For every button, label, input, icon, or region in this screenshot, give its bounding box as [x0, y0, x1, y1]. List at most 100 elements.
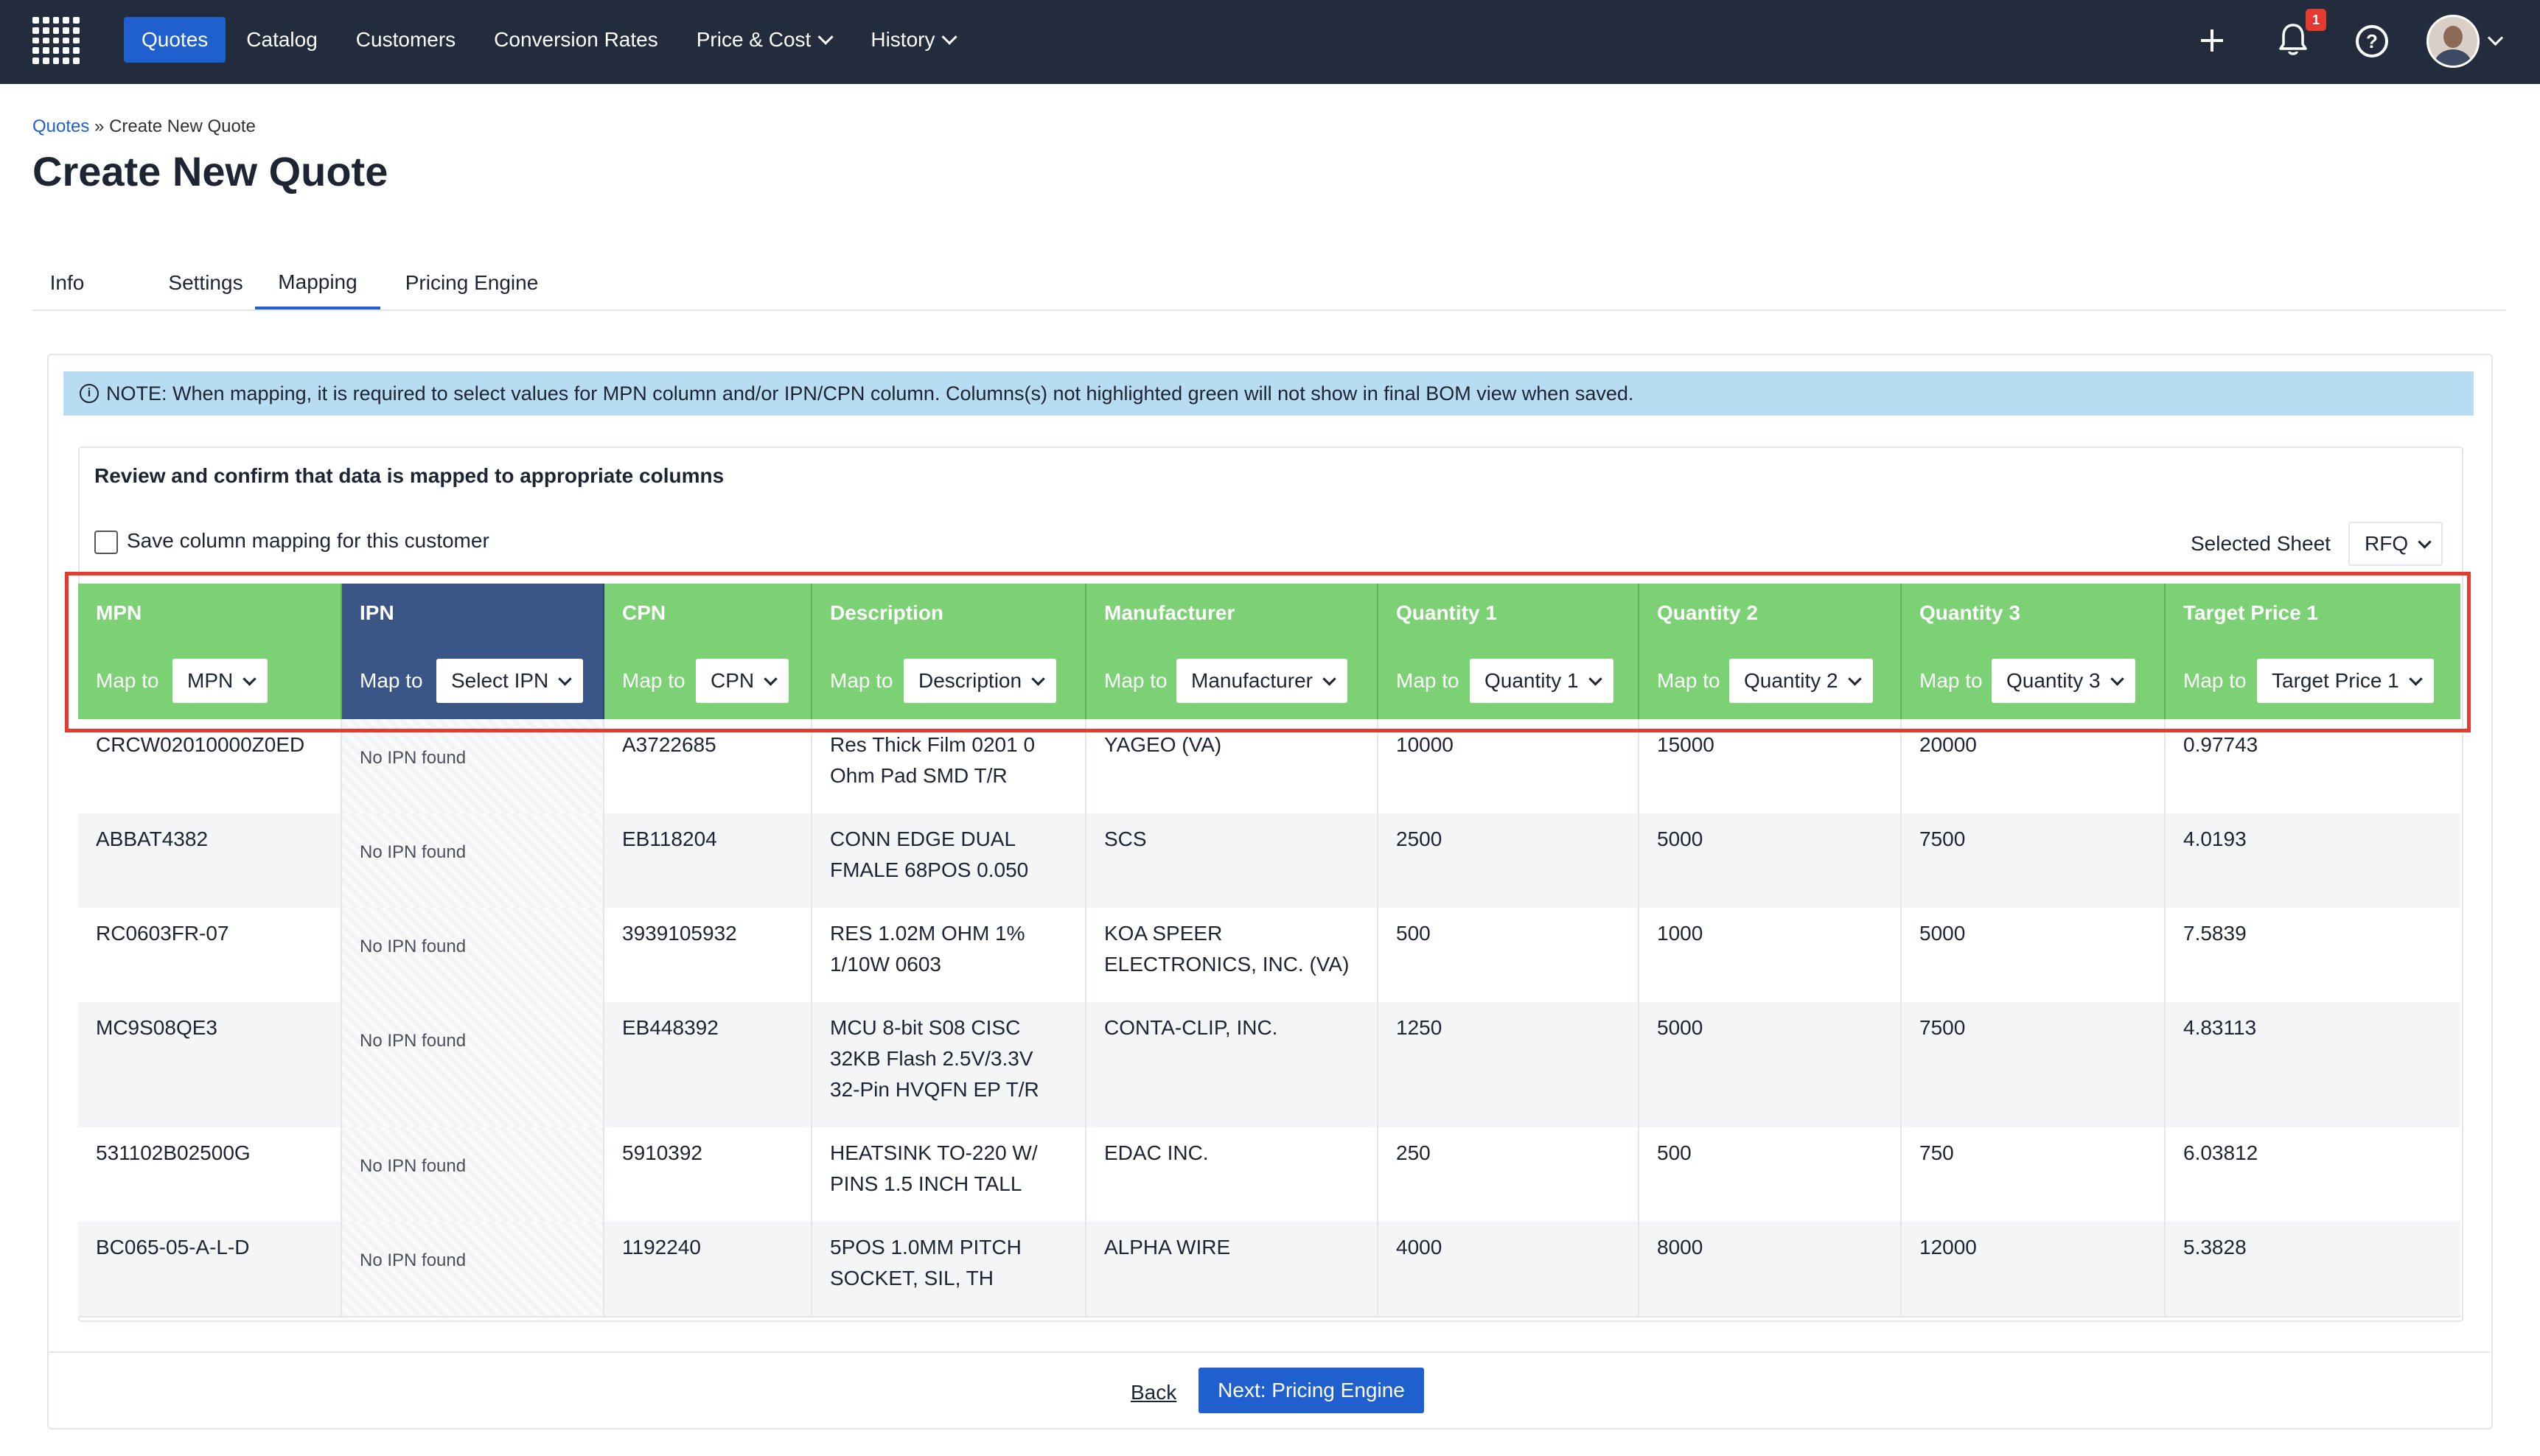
chevron-down-icon: [2418, 534, 2432, 549]
nav-item-catalog[interactable]: Catalog: [228, 17, 335, 63]
nav-item-label: Catalog: [246, 28, 318, 51]
header-row: MPN Map to MPN IPN Map to Select IPN CPN…: [78, 584, 2460, 719]
map-to-select-ipn[interactable]: Select IPN: [436, 659, 584, 703]
plus-icon[interactable]: [2198, 27, 2226, 55]
cell-quantity-3: 5000: [1902, 908, 2166, 1002]
map-to-select-mpn[interactable]: MPN: [172, 659, 268, 703]
nav-item-price-cost[interactable]: Price & Cost: [679, 17, 851, 63]
cell-mpn: CRCW02010000Z0ED: [78, 719, 342, 813]
bell-icon[interactable]: [2278, 22, 2309, 57]
tab-label: Pricing Engine: [405, 271, 539, 294]
nav-item-customers[interactable]: Customers: [338, 17, 473, 63]
tab-info[interactable]: Info: [32, 258, 102, 308]
cell-quantity-3: 7500: [1902, 1002, 2166, 1127]
main-nav: Quotes Catalog Customers Conversion Rate…: [124, 17, 977, 63]
map-to-select-target-price-1[interactable]: Target Price 1: [2257, 659, 2434, 703]
cell-quantity-3: 7500: [1902, 813, 2166, 908]
cell-quantity-3: 750: [1902, 1127, 2166, 1222]
cell-quantity-2: 5000: [1639, 813, 1902, 908]
table-row: MC9S08QE3 No IPN found EB448392 MCU 8-bi…: [78, 1002, 2460, 1129]
breadcrumb-link-quotes[interactable]: Quotes: [32, 116, 90, 136]
nav-item-history[interactable]: History: [853, 17, 974, 63]
back-button[interactable]: Back: [1131, 1381, 1177, 1404]
selected-sheet-label: Selected Sheet: [2191, 532, 2331, 555]
cell-quantity-1: 2500: [1378, 813, 1639, 908]
map-to-label: Map to: [1104, 669, 1168, 692]
help-icon[interactable]: ?: [2356, 25, 2388, 57]
map-to-select-description[interactable]: Description: [904, 659, 1057, 703]
tab-pricing-engine[interactable]: Pricing Engine: [398, 258, 545, 308]
cell-quantity-2: 15000: [1639, 719, 1902, 813]
table-row: 531102B02500G No IPN found 5910392 HEATS…: [78, 1127, 2460, 1223]
map-to-select-cpn[interactable]: CPN: [696, 659, 789, 703]
nav-item-label: History: [870, 28, 935, 51]
map-to-value: Description: [918, 669, 1022, 692]
map-to-select-manufacturer[interactable]: Manufacturer: [1176, 659, 1347, 703]
cell-description: RES 1.02M OHM 1% 1/10W 0603: [812, 908, 1086, 1002]
cell-quantity-3: 20000: [1902, 719, 2166, 813]
nav-item-label: Quotes: [142, 28, 209, 51]
avatar[interactable]: [2426, 15, 2480, 68]
column-header-quantity-3: Quantity 3 Map to Quantity 3: [1902, 584, 2166, 719]
cell-description: Res Thick Film 0201 0 Ohm Pad SMD T/R: [812, 719, 1086, 813]
map-to-value: MPN: [187, 669, 234, 692]
selected-sheet-select[interactable]: RFQ: [2348, 522, 2443, 566]
cell-description: CONN EDGE DUAL FMALE 68POS 0.050: [812, 813, 1086, 908]
column-name: IPN: [360, 601, 394, 624]
nav-item-quotes[interactable]: Quotes: [124, 17, 226, 63]
app-logo-icon[interactable]: [32, 17, 80, 64]
column-header-target-price-1: Target Price 1 Map to Target Price 1: [2166, 584, 2460, 719]
map-to-value: CPN: [711, 669, 755, 692]
cell-target-price-1: 5.3828: [2183, 1236, 2247, 1259]
cell-target-price-1: 4.0193: [2183, 827, 2247, 850]
save-mapping-checkbox[interactable]: [94, 531, 118, 554]
column-name: Quantity 3: [1919, 601, 2020, 624]
chevron-down-icon: [941, 29, 958, 45]
map-to-select-quantity-2[interactable]: Quantity 2: [1729, 659, 1873, 703]
cell-mpn: 531102B02500G: [78, 1127, 342, 1222]
cell-description: HEATSINK TO-220 W/ PINS 1.5 INCH TALL: [812, 1127, 1086, 1222]
next-pricing-engine-button[interactable]: Next: Pricing Engine: [1199, 1368, 1424, 1413]
cell-mpn: ABBAT4382: [78, 813, 342, 908]
cell-target-price-1: 7.5839: [2183, 922, 2247, 945]
cell-target-price-1: 6.03812: [2183, 1141, 2258, 1164]
tab-settings[interactable]: Settings: [152, 258, 259, 308]
cell-manufacturer: SCS: [1086, 813, 1378, 908]
map-to-label: Map to: [360, 669, 423, 692]
cell-ipn: No IPN found: [342, 813, 604, 908]
map-to-value: Manufacturer: [1191, 669, 1313, 692]
cell-quantity-1: 4000: [1378, 1222, 1639, 1316]
map-to-value: Quantity 1: [1484, 669, 1579, 692]
breadcrumb-separator: »: [89, 116, 110, 136]
breadcrumb: Quotes » Create New Quote: [32, 116, 256, 137]
nav-item-label: Conversion Rates: [494, 28, 658, 51]
selected-sheet-value: RFQ: [2365, 532, 2409, 555]
map-to-label: Map to: [1919, 669, 1983, 692]
column-header-ipn: IPN Map to Select IPN: [342, 584, 604, 719]
map-to-label: Map to: [1396, 669, 1459, 692]
cell-quantity-1: 10000: [1378, 719, 1639, 813]
chevron-down-icon: [817, 29, 834, 45]
chevron-down-icon[interactable]: [2487, 29, 2504, 46]
nav-item-label: Price & Cost: [696, 28, 812, 51]
cell-quantity-3: 12000: [1902, 1222, 2166, 1316]
header-highlight-box: [65, 572, 2471, 732]
map-to-label: Map to: [830, 669, 893, 692]
tab-mapping[interactable]: Mapping: [255, 258, 380, 309]
column-name: MPN: [96, 601, 142, 624]
footer-divider: [47, 1351, 2490, 1353]
map-to-label: Map to: [622, 669, 685, 692]
map-to-label: Map to: [96, 669, 159, 692]
tab-label: Mapping: [278, 270, 357, 293]
cell-cpn: 1192240: [604, 1222, 812, 1316]
breadcrumb-current: Create New Quote: [109, 116, 256, 136]
map-to-value: Target Price 1: [2272, 669, 2399, 692]
info-icon: i: [80, 384, 99, 403]
nav-item-label: Customers: [355, 28, 456, 51]
column-header-cpn: CPN Map to CPN: [604, 584, 812, 719]
nav-item-conversion-rates[interactable]: Conversion Rates: [476, 17, 676, 63]
table-row: ABBAT4382 No IPN found EB118204 CONN EDG…: [78, 813, 2460, 909]
map-to-select-quantity-3[interactable]: Quantity 3: [1992, 659, 2135, 703]
cell-quantity-1: 1250: [1378, 1002, 1639, 1127]
map-to-select-quantity-1[interactable]: Quantity 1: [1470, 659, 1613, 703]
